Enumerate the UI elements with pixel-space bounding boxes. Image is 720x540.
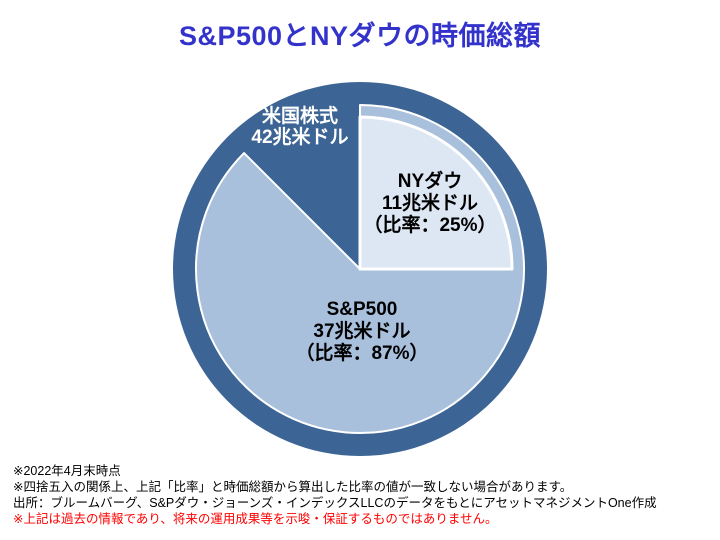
pie-slice-1 (358, 115, 514, 271)
footnotes: ※2022年4月末時点 ※四捨五入の関係上、上記「比率」と時価総額から算出した比… (13, 463, 713, 527)
sp500-ratio: （比率：87%） (295, 343, 429, 364)
footnote-source: 出所：ブルームバーグ、S&Pダウ・ジョーンズ・インデックスLLCのデータをもとに… (13, 496, 657, 510)
footnote-asof: ※2022年4月末時点 (13, 464, 121, 478)
label-us-equity: 米国株式 42兆米ドル (210, 106, 390, 148)
footnote-rounding: ※四捨五入の関係上、上記「比率」と時価総額から算出した比率の値が一致しない場合が… (13, 480, 573, 494)
label-sp500: S&P500 37兆米ドル （比率：87%） (267, 299, 457, 365)
us-equity-name: 米国株式 (261, 106, 338, 127)
us-equity-value: 42兆米ドル (251, 127, 349, 148)
ny-dow-value: 11兆米ドル (381, 193, 479, 214)
sp500-value: 37兆米ドル (313, 321, 411, 342)
sp500-name: S&P500 (326, 299, 398, 320)
label-ny-dow: NYダウ 11兆米ドル （比率：25%） (335, 171, 525, 237)
footnote-disclaimer: ※上記は過去の情報であり、将来の運用成果等を示唆・保証するものではありません。 (13, 512, 498, 526)
ny-dow-ratio: （比率：25%） (363, 215, 497, 236)
chart-title: S&P500とNYダウの時価総額 (178, 21, 542, 51)
ny-dow-name: NYダウ (397, 171, 463, 192)
